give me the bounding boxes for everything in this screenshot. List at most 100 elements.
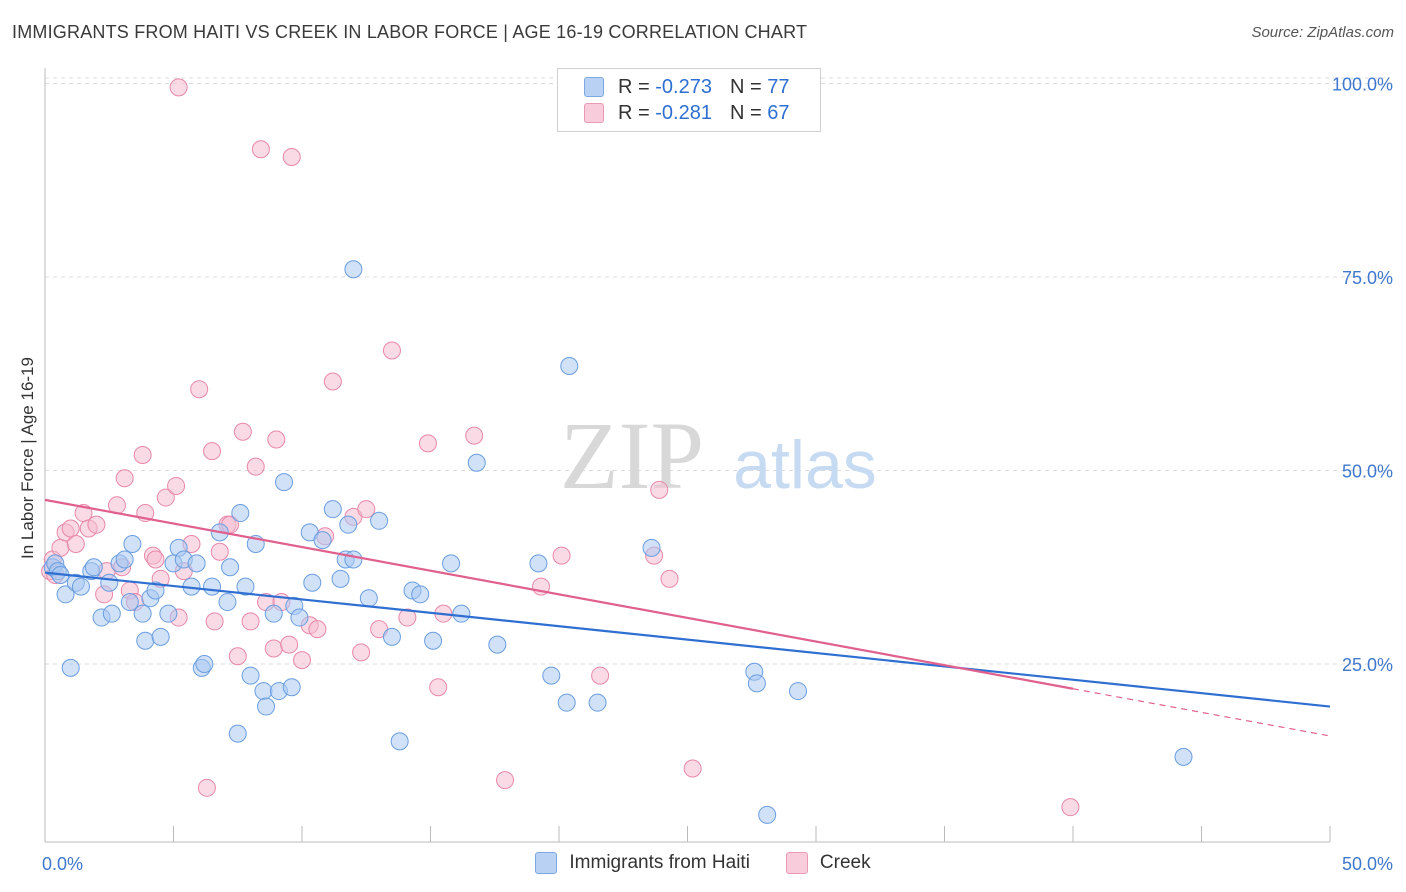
haiti-point (187, 554, 206, 573)
haiti-point (542, 666, 561, 685)
creek-point (293, 651, 311, 670)
haiti-point (452, 604, 471, 623)
x-tick-label: 50.0% (1342, 854, 1393, 874)
haiti-point (323, 500, 342, 519)
haiti-point (424, 631, 443, 650)
haiti-point (264, 604, 283, 623)
haiti-point (84, 558, 103, 577)
haiti-point (146, 581, 165, 600)
haiti-point (390, 732, 409, 751)
watermark-atlas: atlas (733, 427, 877, 503)
creek-point (233, 422, 252, 441)
y-tick-label: 50.0% (1342, 461, 1393, 481)
creek-trend-extension (1072, 688, 1331, 737)
haiti-point (159, 604, 178, 623)
creek-point (650, 480, 669, 499)
creek-point (146, 550, 165, 569)
haiti-point (529, 554, 548, 573)
creek-point (197, 778, 216, 797)
legend-n-value: 67 (767, 101, 790, 124)
haiti-point (1174, 747, 1193, 766)
creek-point (465, 426, 484, 445)
x-tick-label: 0.0% (42, 854, 83, 874)
creek-point (398, 608, 417, 627)
haiti-point (331, 569, 350, 588)
legend-n-label: N = (729, 101, 762, 124)
legend-r-label: R = (618, 75, 650, 98)
haiti-point (241, 666, 260, 685)
bottom-legend-label-haiti: Immigrants from Haiti (569, 852, 750, 873)
creek-point (51, 538, 70, 557)
grid (45, 77, 1390, 665)
creek-point (133, 446, 152, 464)
bottom-legend-haiti: Immigrants from Haiti (535, 852, 750, 874)
creek-point (683, 759, 702, 778)
haiti-point (115, 550, 134, 569)
haiti-point (370, 511, 389, 530)
chart-title: IMMIGRANTS FROM HAITI VS CREEK IN LABOR … (12, 22, 808, 42)
haiti-point (195, 654, 214, 673)
creek-point (591, 666, 610, 685)
axes (44, 68, 1331, 843)
haiti-point (100, 573, 119, 592)
legend-n-label: N = (729, 75, 762, 98)
haiti-point (758, 805, 777, 824)
legend-r-value: -0.273 (655, 75, 712, 98)
creek-point (280, 635, 299, 654)
bottom-legend-swatch-haiti (535, 852, 558, 874)
bottom-legend-creek: Creek (785, 852, 871, 874)
creek-point (228, 647, 247, 666)
haiti-point (588, 693, 607, 712)
haiti-point (642, 538, 661, 557)
haiti-point (133, 604, 152, 623)
haiti-point (344, 550, 363, 569)
creek-point (429, 678, 448, 697)
haiti-point (151, 627, 170, 646)
creek-point (246, 457, 265, 476)
legend-row-haiti: R = -0.273 N = 77 (584, 75, 789, 99)
haiti-point (61, 658, 80, 677)
haiti-point (123, 535, 142, 554)
creek-point (167, 476, 186, 495)
tick-labels: 25.0% 50.0% 75.0% 100.0% 0.0% 50.0% (42, 74, 1393, 874)
haiti-point (411, 585, 430, 604)
y-tick-label: 100.0% (1332, 74, 1393, 94)
creek-point (352, 643, 371, 662)
data-points (41, 78, 1193, 824)
haiti-trend-line (44, 571, 1331, 708)
watermark-zip: ZIP (560, 402, 704, 509)
bottom-legend: Immigrants from Haiti Creek (0, 852, 1406, 874)
creek-point (203, 442, 222, 461)
legend-n-value: 77 (767, 75, 790, 98)
creek-point (251, 140, 270, 159)
creek-trend-line (44, 498, 1074, 690)
creek-point (308, 620, 327, 639)
creek-point (169, 78, 188, 97)
creek-point (552, 546, 571, 565)
haiti-point (228, 724, 247, 743)
creek-point (323, 372, 342, 391)
haiti-point (442, 554, 461, 573)
creek-point (115, 469, 134, 488)
haiti-point (344, 260, 363, 279)
haiti-point (236, 577, 255, 596)
legend-swatch-creek (584, 103, 604, 123)
haiti-point (290, 608, 309, 627)
haiti-point (120, 593, 139, 612)
creek-point (267, 430, 286, 449)
haiti-point (747, 674, 766, 693)
haiti-point (382, 627, 401, 646)
creek-point (241, 612, 260, 631)
creek-point (264, 639, 283, 658)
haiti-point (313, 531, 332, 550)
y-tick-label: 25.0% (1342, 655, 1393, 675)
legend-row-creek: R = -0.281 N = 67 (584, 101, 789, 125)
creek-point (190, 380, 209, 399)
creek-point (418, 434, 437, 453)
creek-point (205, 612, 224, 631)
haiti-point (339, 515, 358, 534)
haiti-point (56, 585, 75, 604)
haiti-point (467, 453, 486, 472)
creek-point (496, 771, 515, 790)
